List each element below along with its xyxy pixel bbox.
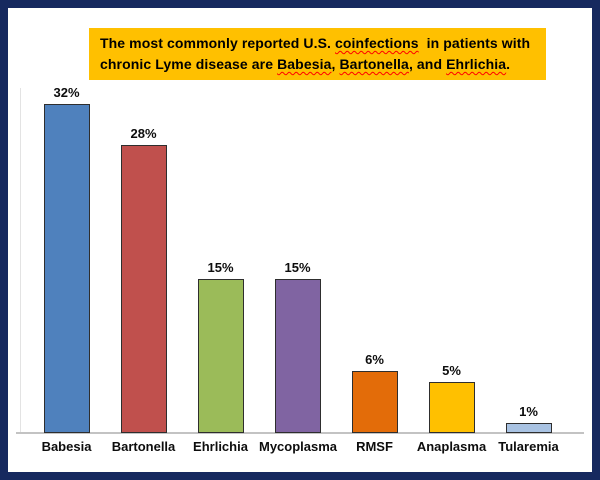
bar-slot-bartonella: 28% — [105, 126, 182, 433]
bar-value-label-mycoplasma: 15% — [284, 260, 311, 275]
bar-slot-babesia: 32% — [28, 85, 105, 433]
bar-value-label-bartonella: 28% — [130, 126, 157, 141]
callout-text: in patients with — [418, 35, 531, 51]
bar-slot-rmsf: 6% — [336, 352, 413, 433]
x-axis-labels: Babesia Bartonella Ehrlichia Mycoplasma RMSF… — [28, 439, 567, 454]
bar-value-label-rmsf: 6% — [365, 352, 384, 367]
x-axis-line — [16, 432, 584, 434]
x-axis-label-rmsf: RMSF — [356, 439, 393, 454]
bar-tularemia — [505, 423, 552, 433]
callout-box: The most commonly reported U.S. coinfect… — [89, 28, 546, 80]
bar-babesia — [43, 104, 90, 433]
bar-slot-ehrlichia: 15% — [182, 260, 259, 433]
callout-text: The most commonly reported U.S. — [100, 35, 336, 51]
misspelled-word: Ehrlichia — [446, 56, 507, 72]
x-axis-label-babesia: Babesia — [41, 439, 92, 454]
bar-mycoplasma — [274, 279, 321, 433]
bars-area: 32% 28% 15% 15% 6% 5% 1% — [28, 85, 567, 433]
callout-text: , — [331, 56, 340, 72]
bar-chart: 32% 28% 15% 15% 6% 5% 1% Babesia Bartonella Ehrl… — [8, 8, 592, 472]
callout-text: chronic Lyme disease are — [100, 56, 278, 72]
x-axis-label-mycoplasma: Mycoplasma — [259, 439, 338, 454]
bar-anaplasma — [428, 382, 475, 433]
y-axis-line — [20, 88, 21, 433]
x-axis-label-anaplasma: Anaplasma — [416, 439, 487, 454]
bar-slot-mycoplasma: 15% — [259, 260, 336, 433]
bar-value-label-babesia: 32% — [53, 85, 80, 100]
callout-line: The most commonly reported U.S. coinfect… — [100, 33, 535, 54]
bar-slot-tularemia: 1% — [490, 404, 567, 433]
bar-ehrlichia — [197, 279, 244, 433]
bar-value-label-tularemia: 1% — [519, 404, 538, 419]
callout-line: chronic Lyme disease are Babesia, Barton… — [100, 54, 535, 75]
x-axis-label-ehrlichia: Ehrlichia — [193, 439, 248, 454]
misspelled-word: Bartonella — [339, 56, 409, 72]
x-axis-label-bartonella: Bartonella — [111, 439, 176, 454]
callout-text: . — [506, 56, 511, 72]
x-axis-label-tularemia: Tularemia — [498, 439, 559, 454]
bar-value-label-ehrlichia: 15% — [207, 260, 234, 275]
misspelled-word: Babesia — [277, 56, 332, 72]
bar-bartonella — [120, 145, 167, 433]
bar-value-label-anaplasma: 5% — [442, 363, 461, 378]
callout-text: , and — [408, 56, 447, 72]
misspelled-word: coinfections — [335, 35, 419, 51]
bar-rmsf — [351, 371, 398, 433]
bar-slot-anaplasma: 5% — [413, 363, 490, 433]
